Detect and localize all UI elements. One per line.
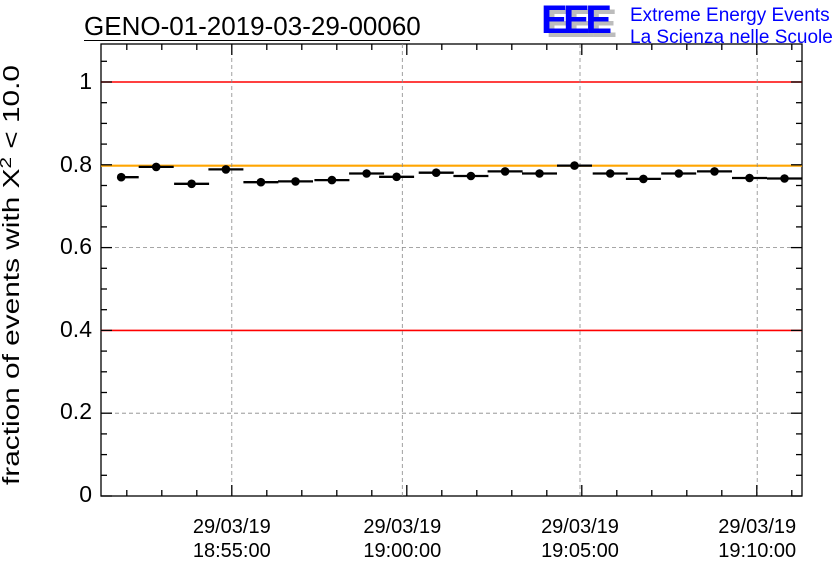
svg-text:0.8: 0.8 [60, 151, 92, 177]
svg-text:19:05:00: 19:05:00 [541, 540, 619, 562]
svg-text:La Scienza nelle Scuole: La Scienza nelle Scuole [630, 27, 833, 48]
svg-text:19:00:00: 19:00:00 [363, 540, 441, 562]
svg-text:29/03/19: 29/03/19 [363, 516, 441, 538]
svg-text:0.2: 0.2 [60, 398, 92, 424]
svg-text:29/03/19: 29/03/19 [718, 516, 796, 538]
svg-text:Extreme Energy Events: Extreme Energy Events [630, 5, 830, 26]
svg-text:29/03/19: 29/03/19 [541, 516, 619, 538]
svg-text:19:10:00: 19:10:00 [718, 540, 796, 562]
svg-text:EEE: EEE [541, 0, 611, 42]
svg-text:18:55:00: 18:55:00 [193, 540, 271, 562]
svg-text:0.4: 0.4 [60, 316, 92, 342]
svg-text:1: 1 [79, 68, 92, 94]
svg-text:0.6: 0.6 [60, 233, 92, 259]
svg-text:fraction of events with X2 < 1: fraction of events with X2 < 10.0 [0, 65, 24, 485]
svg-text:GENO-01-2019-03-29-00060: GENO-01-2019-03-29-00060 [84, 11, 421, 41]
svg-text:29/03/19: 29/03/19 [193, 516, 271, 538]
svg-text:0: 0 [79, 481, 92, 507]
